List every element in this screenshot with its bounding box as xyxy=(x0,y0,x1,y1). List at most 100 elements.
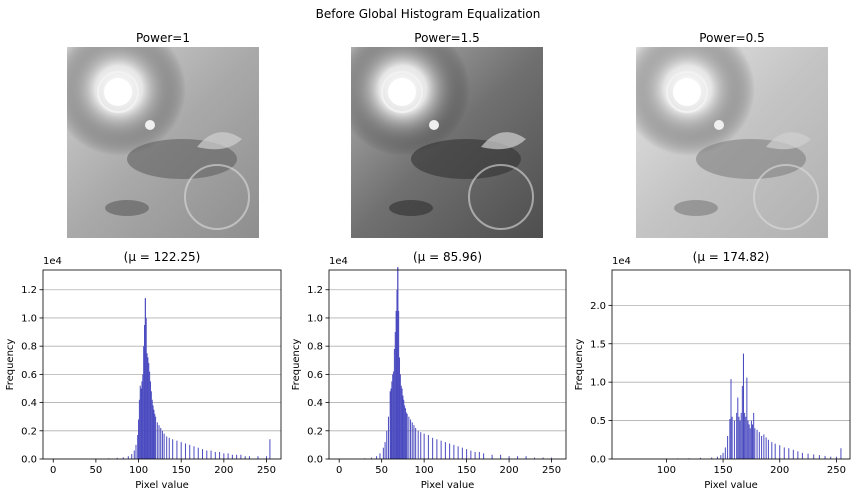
histogram-chart: 0.0 0.2 0.4 0.6 0.8 1.0 1.2 0 50 100 150 200 250 1e4 (… xyxy=(5,250,282,491)
histogram-bar xyxy=(137,435,139,459)
y-tick-label: 0.4 xyxy=(307,398,323,409)
histogram-bar xyxy=(189,444,191,459)
histogram-bar xyxy=(744,412,746,459)
histogram-bar xyxy=(219,451,221,459)
flare-ring xyxy=(381,71,423,113)
histogram-bar xyxy=(384,442,386,459)
histogram-bar xyxy=(750,420,752,459)
histogram-bar xyxy=(722,452,724,459)
histogram-bar xyxy=(390,388,392,459)
y-tick-label: 0.2 xyxy=(307,426,323,437)
histogram-bar xyxy=(410,419,412,459)
image-panel: Power=0.5 xyxy=(636,31,828,238)
x-tick-label: 200 xyxy=(770,465,789,476)
flare-halo xyxy=(184,164,250,230)
histogram-bar xyxy=(370,457,372,459)
histogram-bar xyxy=(801,452,803,459)
histogram-bar xyxy=(774,443,776,459)
histogram-bar xyxy=(756,429,758,459)
x-tick-label: 150 xyxy=(172,465,191,476)
histogram-bar xyxy=(542,457,544,459)
histogram-bar xyxy=(382,447,384,459)
histogram-bar xyxy=(411,422,413,459)
histogram-bar xyxy=(749,428,751,459)
histogram-bar xyxy=(830,456,832,459)
x-tick-label: 100 xyxy=(415,465,434,476)
x-tick-label: 100 xyxy=(657,465,676,476)
histogram-bar xyxy=(415,427,417,459)
histogram-bar xyxy=(470,450,472,459)
histogram-bar xyxy=(453,444,455,459)
histogram-bar xyxy=(399,357,401,459)
histogram-bar xyxy=(508,456,510,459)
histogram-bar xyxy=(466,449,468,459)
sun-glow xyxy=(673,78,701,106)
sun-glow xyxy=(104,78,132,106)
histogram-bar xyxy=(427,435,429,459)
histogram-bar xyxy=(436,439,438,459)
histogram-bar xyxy=(394,332,396,459)
histogram-bar xyxy=(152,405,154,459)
histogram-bar xyxy=(223,453,225,459)
histogram-bar xyxy=(147,357,149,459)
y-tick-label: 1.2 xyxy=(307,285,323,296)
histogram-bar xyxy=(413,425,415,459)
histogram-bar xyxy=(393,371,395,459)
image-title: Power=0.5 xyxy=(699,31,764,45)
histogram-bar xyxy=(449,443,451,459)
histogram-bar xyxy=(840,448,842,459)
histogram-bar xyxy=(379,453,381,459)
x-axis-label: Pixel value xyxy=(135,480,189,491)
y-axis-label: Frequency xyxy=(291,339,302,391)
histogram-panels: 0.0 0.2 0.4 0.6 0.8 1.0 1.2 0 50 100 150 200 250 1e4 (… xyxy=(5,250,851,491)
histogram-bar xyxy=(420,432,422,459)
small-lily-pad xyxy=(674,200,718,216)
histogram-bar xyxy=(180,442,182,459)
histogram-bar xyxy=(140,388,142,459)
y-tick-label: 0.4 xyxy=(21,398,37,409)
histogram-bar xyxy=(145,317,147,459)
histogram-title: (μ = 85.96) xyxy=(413,250,482,264)
histogram-peak-bar xyxy=(144,298,146,459)
histogram-bar xyxy=(737,397,739,459)
axes-frame xyxy=(611,269,851,460)
y-tick-label: 0.0 xyxy=(307,455,323,466)
histogram-bar xyxy=(400,385,402,459)
histogram-bar xyxy=(765,437,767,459)
histogram-bar xyxy=(517,456,519,459)
x-tick-label: 50 xyxy=(90,465,103,476)
histogram-bar xyxy=(747,420,749,459)
lotus-bud xyxy=(766,132,811,150)
x-tick-label: 0 xyxy=(50,465,56,476)
histogram-bar xyxy=(389,391,391,459)
y-scale-label: 1e4 xyxy=(612,256,631,267)
histogram-bar xyxy=(525,456,527,459)
histogram-bar xyxy=(783,447,785,459)
histogram-bar xyxy=(474,451,476,459)
histogram-bar xyxy=(748,424,750,459)
histogram-bar xyxy=(396,289,398,459)
histogram-bar xyxy=(176,440,178,459)
histogram-bar xyxy=(729,419,731,459)
histogram-bar xyxy=(393,348,395,459)
histogram-bar xyxy=(149,381,151,459)
histogram-bar xyxy=(724,447,726,459)
y-scale-label: 1e4 xyxy=(43,256,62,267)
flare-halo xyxy=(753,164,819,230)
figure-suptitle: Before Global Histogram Equalization xyxy=(316,7,541,21)
histogram-bar xyxy=(730,379,732,459)
histogram-bar xyxy=(163,433,165,459)
y-tick-label: 1.5 xyxy=(590,339,606,350)
histogram-chart: 0.0 0.5 1.0 1.5 2.0 100 150 200 250 1e4 (μ = 174.8… xyxy=(574,250,851,491)
y-tick-label: 0.0 xyxy=(590,455,606,466)
image-title: Power=1.5 xyxy=(414,31,479,45)
x-tick-label: 200 xyxy=(500,465,519,476)
histogram-bar xyxy=(116,457,118,459)
histogram-bar xyxy=(160,427,162,459)
y-axis-label: Frequency xyxy=(574,339,585,391)
flare-halo xyxy=(468,164,534,230)
histogram-bar xyxy=(752,424,754,459)
y-tick-label: 0.0 xyxy=(21,455,37,466)
histogram-bar xyxy=(788,448,790,459)
